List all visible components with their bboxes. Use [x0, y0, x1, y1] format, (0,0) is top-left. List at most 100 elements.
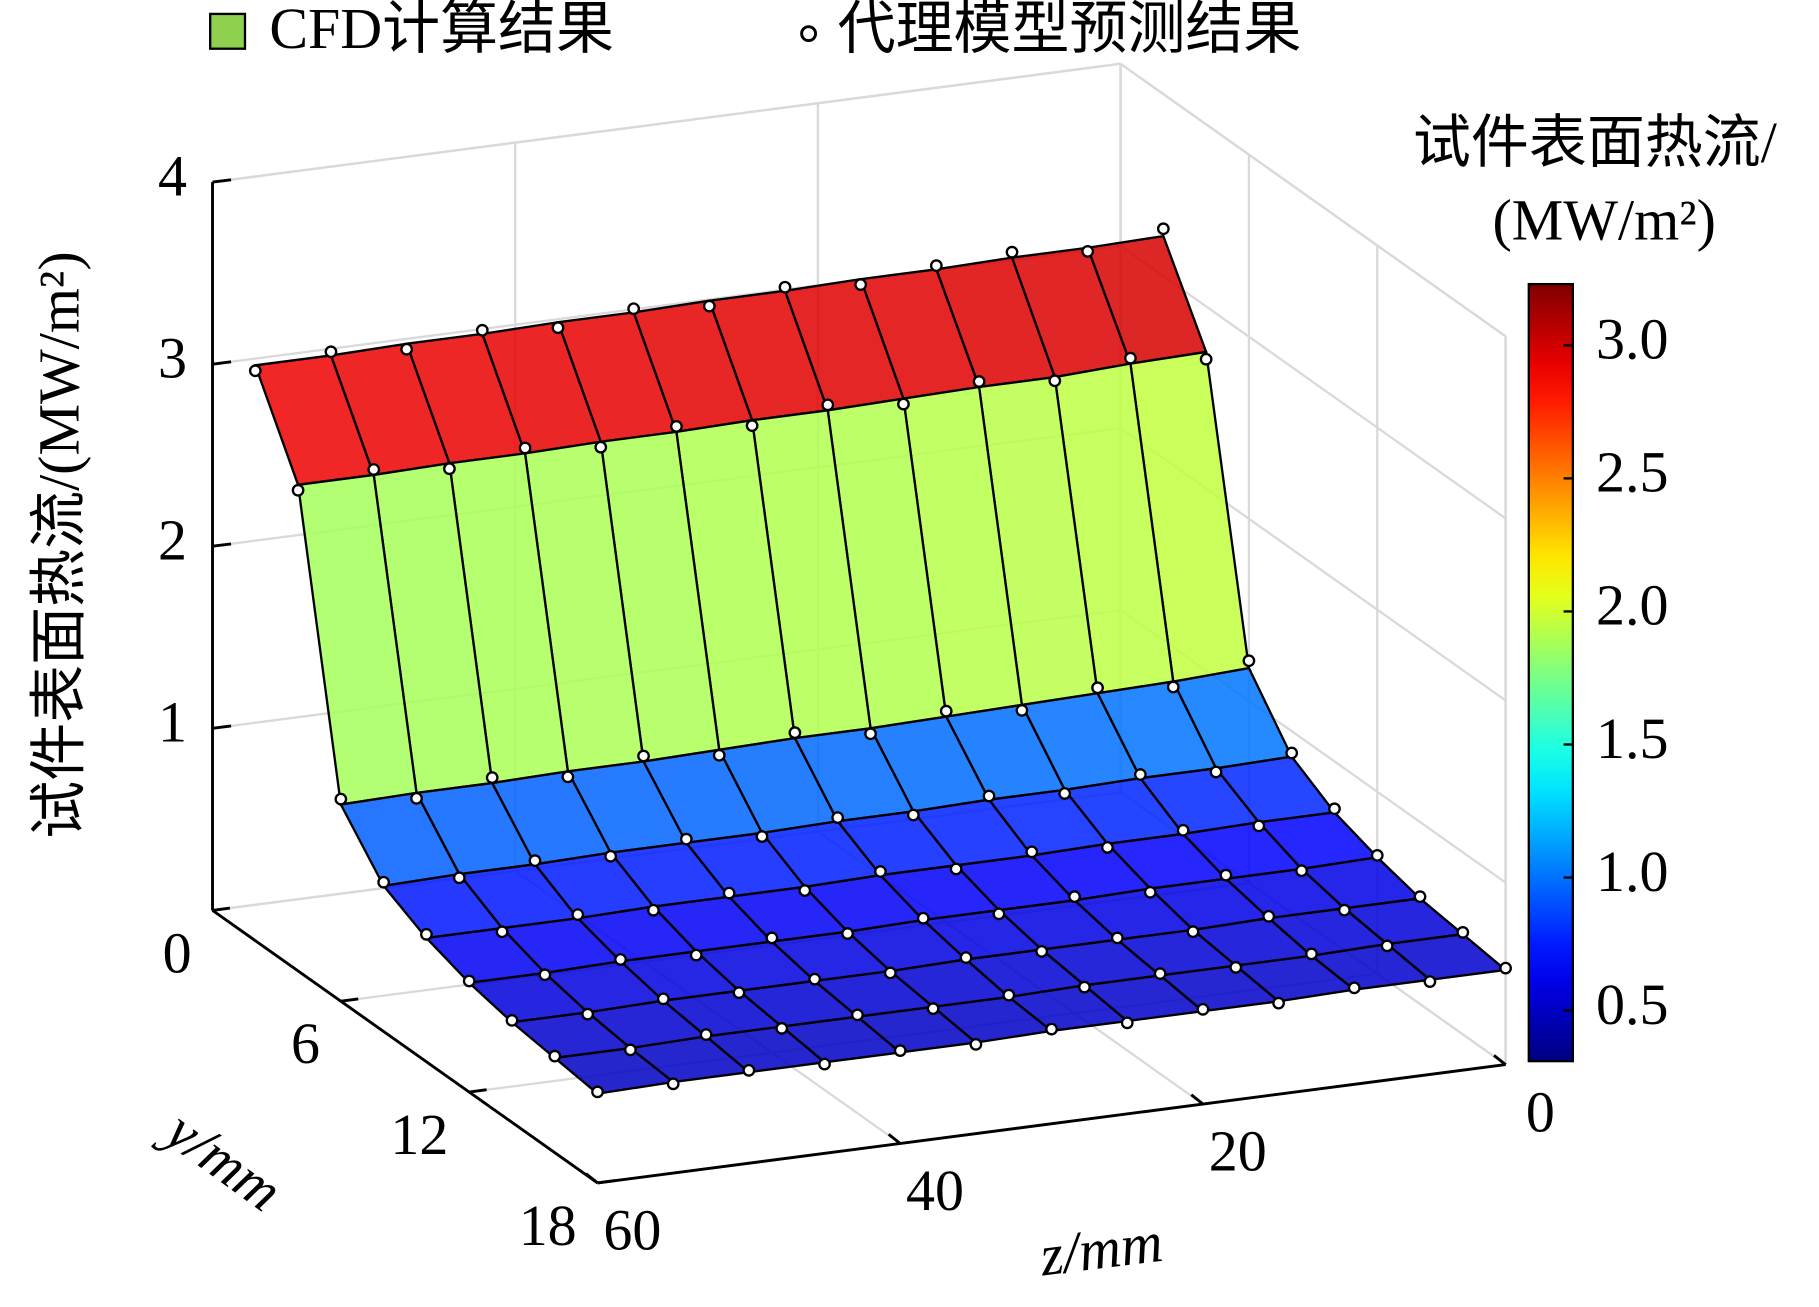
- prediction-point: [1091, 681, 1104, 695]
- prediction-point: [742, 1063, 756, 1077]
- prediction-point: [929, 259, 943, 273]
- prediction-point: [1120, 1016, 1134, 1030]
- prediction-point: [1242, 654, 1256, 668]
- prediction-point: [614, 953, 627, 966]
- z-tick-label: 4: [158, 143, 187, 208]
- prediction-point: [1045, 1022, 1058, 1036]
- prediction-point: [1380, 939, 1394, 953]
- prediction-point: [571, 908, 585, 921]
- prediction-point: [334, 792, 348, 806]
- prediction-point: [841, 927, 854, 940]
- prediction-point: [1229, 961, 1243, 974]
- prediction-point: [400, 342, 414, 356]
- prediction-point: [627, 302, 641, 316]
- prediction-point: [1252, 819, 1266, 833]
- prediction-point: [1110, 931, 1124, 945]
- prediction-point: [972, 375, 986, 388]
- prediction-point: [324, 345, 338, 359]
- x-tick-label: 40: [906, 1158, 964, 1223]
- prediction-point: [1153, 967, 1167, 981]
- prediction-point: [666, 1077, 680, 1091]
- z-tick: [212, 724, 232, 730]
- prediction-point: [699, 1028, 713, 1041]
- prediction-point: [722, 886, 736, 900]
- prediction-point: [538, 968, 552, 982]
- x-tick: [585, 1172, 599, 1185]
- prediction-point: [745, 419, 759, 433]
- colorbar-label: (MW/m²): [1492, 187, 1715, 252]
- prediction-point: [1199, 352, 1213, 366]
- legend-label: CFD计算结果: [269, 0, 614, 61]
- y-tick-label: 18: [519, 1193, 577, 1258]
- prediction-point: [1166, 680, 1180, 694]
- prediction-point: [1305, 947, 1318, 961]
- prediction-point: [1015, 704, 1029, 717]
- prediction-point: [485, 771, 499, 784]
- x-tick-label: 60: [603, 1198, 661, 1263]
- prediction-point: [864, 727, 877, 741]
- prediction-point: [495, 925, 509, 939]
- colorbar-scale: [1527, 282, 1575, 1063]
- colorbar: 0.5 1.0 1.5 2.0 2.5 3.0: [1527, 282, 1669, 1063]
- prediction-point: [377, 875, 391, 889]
- prediction-point: [670, 420, 683, 433]
- prediction-point: [1143, 885, 1157, 899]
- prediction-point: [604, 849, 618, 863]
- y-tick: [597, 1179, 616, 1185]
- surface: [248, 222, 1512, 1099]
- legend-marker: [800, 25, 818, 43]
- prediction-point: [462, 974, 476, 988]
- x-tick: [1493, 1054, 1507, 1066]
- prediction-point: [548, 1049, 562, 1063]
- prediction-point: [939, 704, 953, 718]
- prediction-point: [916, 911, 930, 925]
- prediction-point: [518, 441, 532, 455]
- x-axis-label: z/mm: [1036, 1209, 1166, 1289]
- prediction-point: [1186, 925, 1200, 939]
- prediction-point: [1499, 961, 1512, 975]
- prediction-point: [982, 789, 996, 803]
- prediction-point: [926, 1002, 940, 1016]
- colorbar-tick-label: 1.5: [1596, 706, 1668, 771]
- prediction-point: [1048, 374, 1062, 388]
- prediction-point: [452, 871, 466, 885]
- prediction-point: [1328, 802, 1341, 816]
- prediction-point: [854, 278, 868, 291]
- legend-swatch: [209, 12, 247, 50]
- prediction-point: [410, 791, 423, 805]
- prediction-point: [647, 903, 660, 917]
- prediction-point: [831, 811, 845, 824]
- y-tick-label: 12: [390, 1102, 448, 1167]
- y-tick: [469, 1088, 487, 1094]
- prediction-point: [1133, 768, 1147, 781]
- prediction-point: [591, 1085, 604, 1099]
- y-axis-line: [211, 909, 599, 1185]
- prediction-point: [1025, 845, 1039, 859]
- z-tick-label: 2: [158, 508, 187, 573]
- prediction-point: [788, 726, 802, 740]
- prediction-point: [906, 808, 920, 822]
- prediction-point: [1347, 981, 1361, 995]
- z-tick-label: 1: [158, 690, 187, 755]
- z-tick: [212, 178, 232, 184]
- prediction-point: [821, 398, 835, 412]
- y-axis-label: y/mm: [150, 1094, 294, 1223]
- prediction-point: [818, 1057, 831, 1071]
- z-tick-label: 3: [158, 325, 187, 390]
- colorbar-tick-label: 1.0: [1596, 839, 1668, 904]
- prediction-point: [1295, 864, 1308, 878]
- prediction-point: [765, 931, 779, 945]
- y-tick: [340, 997, 359, 1003]
- z-tick: [212, 360, 232, 366]
- prediction-point: [637, 749, 650, 763]
- prediction-point: [475, 323, 489, 337]
- prediction-point: [778, 280, 792, 294]
- prediction-point: [624, 1043, 637, 1057]
- prediction-point: [1156, 222, 1170, 236]
- y-tick-label: 6: [291, 1011, 320, 1076]
- prediction-point: [1423, 975, 1437, 988]
- prediction-point: [949, 862, 963, 876]
- legend-label: 代理模型预测结果: [838, 0, 1302, 61]
- prediction-point: [969, 1038, 983, 1051]
